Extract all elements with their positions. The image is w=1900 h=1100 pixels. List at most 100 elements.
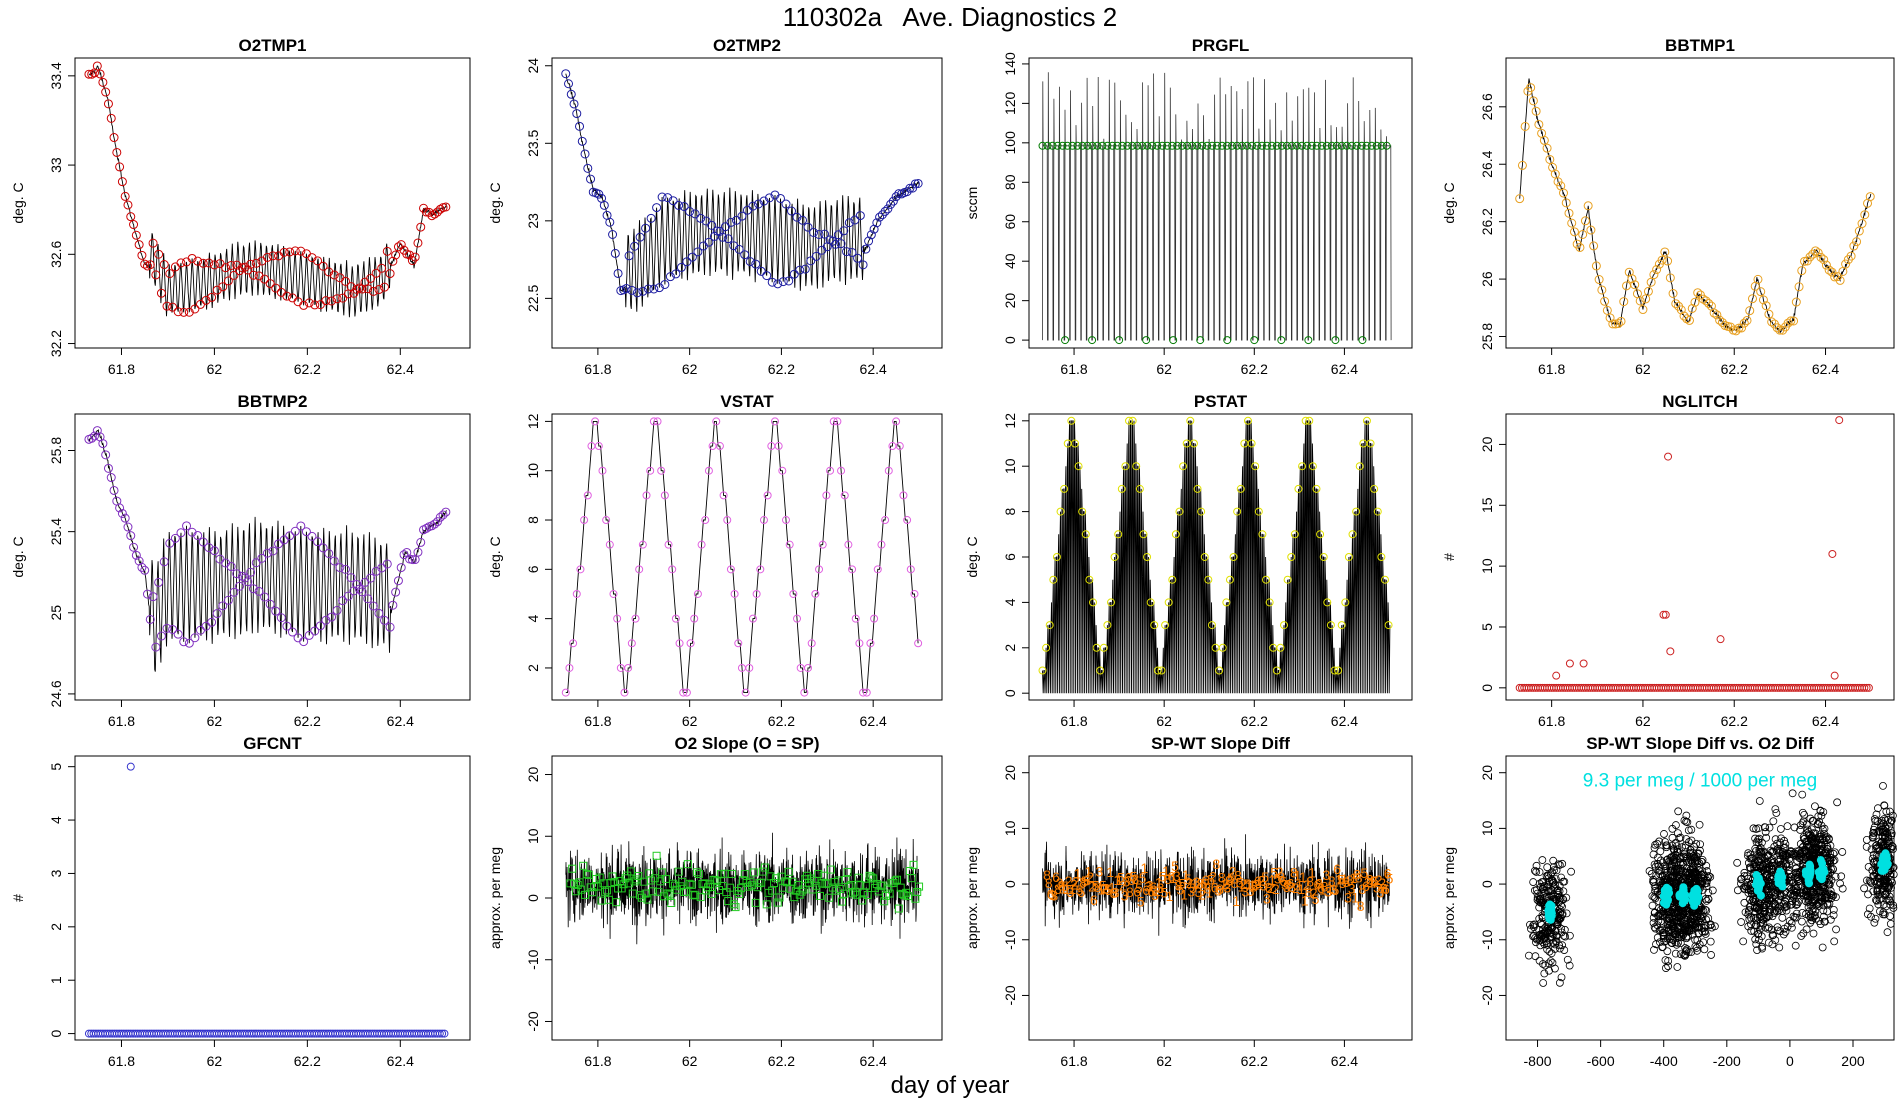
data-point xyxy=(1707,951,1715,959)
data-point xyxy=(1548,868,1556,877)
data-point xyxy=(759,196,769,206)
data-point xyxy=(1684,826,1693,835)
data-point xyxy=(1161,621,1170,630)
data-point xyxy=(1594,275,1604,285)
data-point xyxy=(410,252,420,262)
plot-frame xyxy=(74,57,471,349)
data-point: 3 xyxy=(1157,880,1165,896)
data-point xyxy=(1294,484,1303,493)
data-point xyxy=(1058,141,1067,150)
data-point: 3 xyxy=(1348,881,1356,897)
data-point xyxy=(379,615,389,625)
data-point xyxy=(1337,141,1346,150)
data-point xyxy=(1875,895,1884,904)
data-point xyxy=(1789,316,1799,326)
data-point xyxy=(1118,141,1127,150)
data-point xyxy=(1081,530,1090,539)
data-point xyxy=(254,586,264,596)
data-point xyxy=(756,266,766,276)
x-tick-label: 62.2 xyxy=(1721,361,1748,377)
data-point xyxy=(438,510,448,520)
data-point xyxy=(1243,416,1252,425)
data-point xyxy=(1099,643,1108,652)
data-point xyxy=(1702,896,1711,905)
data-point xyxy=(1816,806,1825,815)
data-point xyxy=(696,213,706,223)
data-point: 2 xyxy=(1267,880,1275,896)
data-point xyxy=(1817,811,1826,820)
data-point xyxy=(1663,920,1672,929)
data-point xyxy=(1829,911,1838,920)
data-point xyxy=(837,466,846,475)
data-point xyxy=(1267,141,1276,150)
series-line xyxy=(565,73,920,312)
data-point xyxy=(290,246,300,256)
data-point xyxy=(126,762,135,771)
data-point xyxy=(1253,141,1262,150)
data-point xyxy=(1377,553,1386,561)
data-point xyxy=(1317,141,1326,150)
data-point xyxy=(1699,907,1708,915)
data-point xyxy=(1782,906,1791,915)
data-point xyxy=(888,196,898,206)
data-point xyxy=(1734,323,1744,333)
data-point xyxy=(748,614,757,623)
data-point xyxy=(1797,266,1807,276)
data-point xyxy=(1838,848,1847,856)
data-point xyxy=(120,513,130,523)
data-point xyxy=(1816,835,1825,843)
data-point: 5 xyxy=(1076,882,1084,898)
data-point: 2 xyxy=(1088,878,1096,894)
data-point xyxy=(880,897,889,906)
data-point xyxy=(1280,621,1289,630)
data-point xyxy=(674,200,684,210)
data-point xyxy=(1776,825,1785,833)
data-point xyxy=(826,865,835,874)
data-point: 3 xyxy=(1223,879,1231,895)
data-point xyxy=(1824,894,1833,903)
data-point xyxy=(257,553,267,563)
plot-area xyxy=(84,426,451,672)
data-point xyxy=(1784,849,1792,858)
data-point xyxy=(95,69,105,79)
data-point xyxy=(1690,912,1698,920)
y-tick-label: 4 xyxy=(48,816,64,824)
data-point xyxy=(1366,439,1375,448)
x-tick-label: 62.2 xyxy=(768,713,795,729)
data-point: 2 xyxy=(1375,872,1383,888)
data-point xyxy=(663,889,672,898)
data-point: 8 xyxy=(1196,875,1204,891)
x-tick-label: 62.2 xyxy=(768,361,795,377)
data-point xyxy=(1362,141,1371,150)
data-point xyxy=(1528,96,1538,106)
data-point xyxy=(654,283,664,293)
data-point xyxy=(1885,870,1894,879)
data-point: 3 xyxy=(1095,864,1103,880)
plot-area xyxy=(1038,416,1393,694)
data-point xyxy=(1332,141,1341,150)
data-point xyxy=(1786,316,1796,326)
data-point: 5 xyxy=(1130,869,1138,885)
data-point xyxy=(711,876,720,885)
data-point xyxy=(1548,878,1557,887)
data-point xyxy=(346,573,356,583)
panel-title: O2TMP2 xyxy=(713,36,781,55)
data-point xyxy=(1247,439,1256,448)
data-point xyxy=(162,623,172,633)
y-tick-label: 10 xyxy=(1479,820,1495,836)
data-point xyxy=(335,563,345,573)
data-point xyxy=(1316,530,1325,539)
plot-area xyxy=(1515,78,1875,336)
data-point xyxy=(1673,963,1682,971)
data-point xyxy=(1832,893,1840,902)
data-point xyxy=(1805,252,1815,262)
data-point xyxy=(363,594,373,604)
data-point xyxy=(1874,827,1883,835)
data-point xyxy=(718,232,728,242)
data-point: 3 xyxy=(1324,883,1332,899)
data-point xyxy=(1591,261,1601,271)
data-point xyxy=(374,608,384,618)
data-point xyxy=(223,276,233,286)
data-point: 1 xyxy=(1162,863,1170,879)
data-point xyxy=(170,533,180,543)
